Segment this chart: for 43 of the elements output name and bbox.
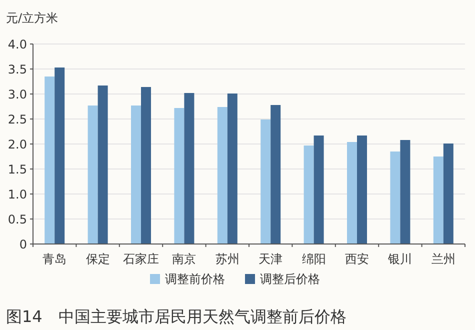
bar bbox=[260, 120, 271, 244]
bar bbox=[433, 156, 444, 244]
y-tick-label: 1.5 bbox=[8, 162, 27, 176]
bar bbox=[88, 106, 98, 244]
bar bbox=[184, 93, 194, 244]
y-tick-label: 0.5 bbox=[8, 212, 27, 226]
bar bbox=[174, 108, 184, 244]
bar bbox=[400, 140, 410, 244]
y-tick-label: 1.0 bbox=[8, 188, 27, 202]
x-tick-label: 西安 bbox=[345, 252, 369, 266]
y-tick-label: 2.5 bbox=[8, 112, 27, 126]
bar bbox=[270, 105, 281, 244]
x-tick-label: 绵阳 bbox=[302, 252, 326, 266]
x-tick-label: 南京 bbox=[172, 252, 196, 266]
text: 图14 中国主要城市居民用天然气调整前后价格 bbox=[6, 307, 346, 326]
x-tick-label: 苏州 bbox=[215, 252, 240, 266]
bar bbox=[131, 106, 141, 244]
x-tick-label: 兰州 bbox=[431, 252, 456, 266]
legend-label: 调整前价格 bbox=[165, 272, 225, 286]
y-tick-label: 4.0 bbox=[8, 38, 27, 52]
x-tick-label: 银川 bbox=[387, 252, 412, 266]
y-axis-title: 元/立方米 bbox=[6, 11, 58, 25]
y-tick-label: 3.5 bbox=[8, 62, 27, 76]
bar bbox=[44, 76, 55, 244]
bar bbox=[227, 94, 238, 244]
x-tick-label: 青岛 bbox=[42, 252, 67, 266]
bar bbox=[357, 136, 367, 244]
bar bbox=[314, 136, 324, 244]
bar bbox=[98, 86, 108, 244]
bar bbox=[304, 146, 314, 244]
legend-label: 调整后价格 bbox=[260, 272, 320, 286]
bar bbox=[217, 107, 228, 244]
x-tick-label: 天津 bbox=[258, 252, 283, 266]
y-tick-label: 2.0 bbox=[8, 138, 27, 152]
bar bbox=[141, 87, 151, 244]
x-tick-label: 保定 bbox=[86, 252, 110, 266]
bar bbox=[54, 68, 65, 244]
bar bbox=[347, 142, 357, 244]
x-tick-label: 石家庄 bbox=[123, 252, 159, 266]
bar bbox=[390, 152, 400, 244]
y-tick-label: 0 bbox=[19, 238, 27, 252]
bar bbox=[443, 144, 454, 244]
y-tick-label: 3.0 bbox=[8, 88, 27, 102]
